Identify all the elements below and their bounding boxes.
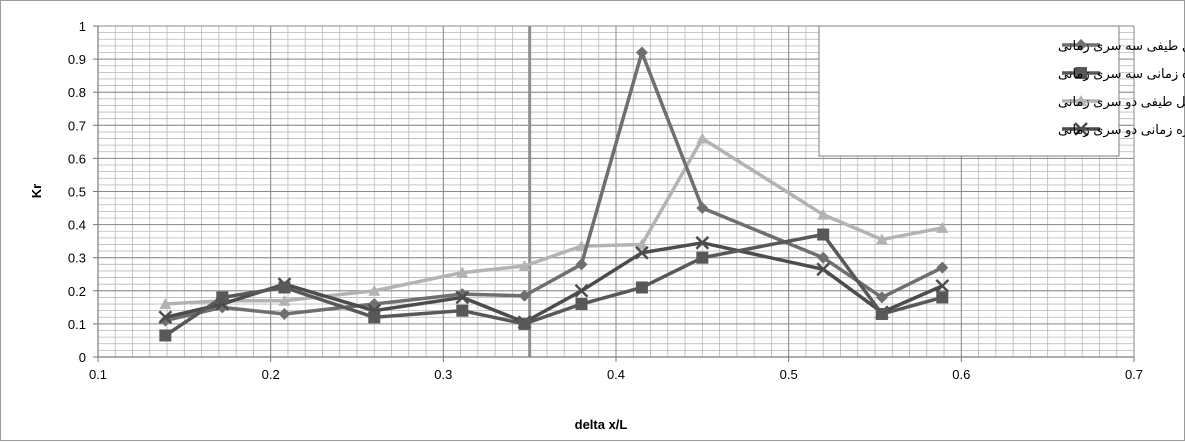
x-tick-label: 0.5 xyxy=(780,367,798,382)
data-point-square xyxy=(817,228,830,241)
data-point-square xyxy=(159,329,172,342)
data-point-square xyxy=(456,304,469,317)
data-point-triangle xyxy=(368,284,381,296)
series-line-square xyxy=(164,232,943,337)
series-square xyxy=(159,228,949,342)
legend-box xyxy=(818,25,1120,157)
data-point-x xyxy=(574,283,589,298)
y-tick-label: 0.1 xyxy=(68,317,86,332)
data-point-diamond xyxy=(817,251,830,264)
data-point-diamond xyxy=(518,289,531,302)
data-point-triangle xyxy=(278,294,291,306)
y-tick-label: 1 xyxy=(79,19,86,34)
data-point-triangle xyxy=(875,233,888,245)
data-point-square xyxy=(278,281,291,294)
data-point-x xyxy=(455,290,470,305)
y-tick-label: 0.6 xyxy=(68,151,86,166)
data-point-triangle xyxy=(696,132,709,144)
data-point-triangle xyxy=(936,221,949,233)
legend-label: تحلیل طیفی سه سری زمانی xyxy=(1058,38,1185,54)
data-point-square xyxy=(216,291,229,304)
legend-item: تحلیل طیفی دو سری زمانی xyxy=(1058,94,1185,110)
y-tick-label: 0.7 xyxy=(68,118,86,133)
legend-swatch-marker xyxy=(1075,67,1087,79)
data-point-triangle xyxy=(518,259,531,271)
series-line-triangle xyxy=(165,136,943,306)
legend-label: تحلیل در حوزه زمانی دو سری زمانی xyxy=(1058,122,1185,138)
legend-item: تحلیل در حوزه زمانی دو سری زمانی xyxy=(1058,122,1185,138)
y-tick-label: 0.2 xyxy=(68,284,86,299)
data-point-square xyxy=(696,251,709,264)
legend-label: تحلیل طیفی دو سری زمانی xyxy=(1058,94,1185,110)
data-point-diamond xyxy=(875,291,888,304)
x-tick-label: 0.7 xyxy=(1125,367,1143,382)
x-tick-label: 0.4 xyxy=(607,367,625,382)
x-tick-label: 0.1 xyxy=(89,367,107,382)
data-point-x xyxy=(935,278,950,293)
data-point-x xyxy=(816,262,831,277)
legend-swatch-marker xyxy=(1075,95,1087,106)
data-point-diamond xyxy=(936,261,949,274)
y-tick-label: 0.5 xyxy=(68,185,86,200)
legend-swatch-marker xyxy=(1075,39,1087,51)
x-marker-stroke xyxy=(816,262,831,277)
x-axis-title: delta x/L xyxy=(575,417,628,432)
data-point-x xyxy=(635,245,649,260)
legend-item: تحلیل طیفی سه سری زمانی xyxy=(1058,38,1185,54)
legend-label: تحلیل در حوزه زمانی سه سری زمانی xyxy=(1058,66,1185,82)
data-point-triangle xyxy=(159,298,172,310)
y-tick-label: 0.9 xyxy=(68,52,86,67)
y-axis-title: Kr xyxy=(29,184,44,198)
x-marker-stroke xyxy=(935,278,950,293)
y-tick-label: 0 xyxy=(79,350,86,365)
data-point-square xyxy=(875,307,888,320)
x-marker-stroke xyxy=(1074,122,1088,136)
y-tick-label: 0.3 xyxy=(68,251,86,266)
data-point-square xyxy=(575,298,588,311)
data-point-diamond xyxy=(696,202,709,215)
legend-swatch-marker xyxy=(1074,122,1088,136)
data-point-square xyxy=(936,291,949,304)
x-marker-stroke xyxy=(158,310,173,325)
legend-item: تحلیل در حوزه زمانی سه سری زمانی xyxy=(1058,66,1185,82)
data-point-square xyxy=(518,317,531,330)
data-point-diamond xyxy=(278,307,291,320)
legend: تحلیل طیفی سه سری زمانی تحلیل در حوزه زما… xyxy=(818,25,1185,157)
data-point-triangle xyxy=(817,208,830,220)
data-point-diamond xyxy=(635,46,648,59)
data-point-x xyxy=(695,235,710,250)
data-point-square xyxy=(368,311,381,324)
x-marker-stroke xyxy=(635,245,649,260)
x-tick-label: 0.3 xyxy=(434,367,452,382)
data-point-triangle xyxy=(635,238,648,250)
tick-labels: 0.1 0.2 0.3 0.4 0.5 0.6 0.700.10.20.30.40.50.6… xyxy=(68,19,1143,382)
data-point-diamond xyxy=(575,258,588,271)
x-marker-stroke xyxy=(574,283,589,298)
data-point-triangle xyxy=(456,266,469,278)
x-tick-label: 0.6 xyxy=(952,367,970,382)
grid xyxy=(97,25,1135,358)
series-layer xyxy=(158,46,950,342)
x-tick-label: 0.2 xyxy=(262,367,280,382)
series-triangle xyxy=(159,132,949,310)
data-point-square xyxy=(635,281,648,294)
data-point-x xyxy=(158,310,173,325)
y-tick-label: 0.4 xyxy=(68,218,86,233)
x-marker-stroke xyxy=(695,235,710,250)
x-marker-stroke xyxy=(455,290,470,305)
axes xyxy=(93,25,1135,362)
series-line-diamond xyxy=(164,50,944,323)
y-tick-label: 0.8 xyxy=(68,85,86,100)
